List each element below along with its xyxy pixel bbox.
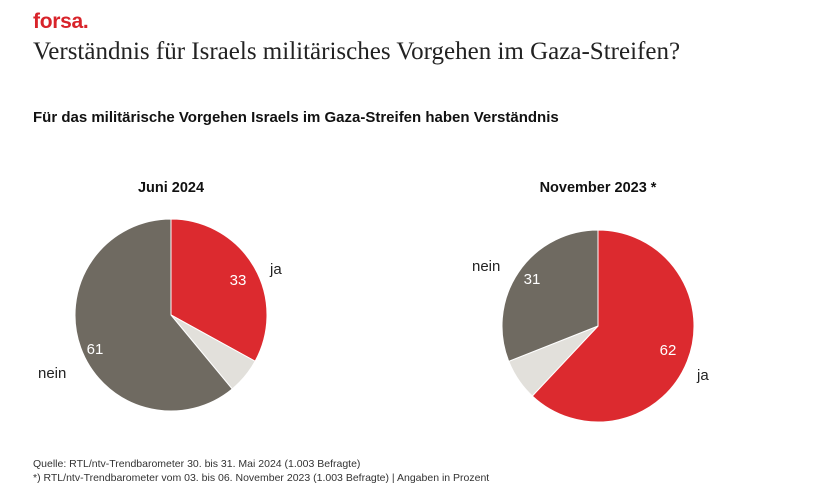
survey-footnote: *) RTL/ntv-Trendbarometer vom 03. bis 06… <box>33 472 490 484</box>
value-label-1-ja: 62 <box>660 342 677 359</box>
category-label-1-nein: nein <box>472 258 500 275</box>
pie-slice-1-nein <box>501 229 599 362</box>
pie-slice-0-ja <box>170 218 268 362</box>
category-label-0-ja: ja <box>269 261 282 278</box>
pie-title-0: Juni 2024 <box>138 180 204 196</box>
source-footnote: Quelle: RTL/ntv-Trendbarometer 30. bis 3… <box>33 458 361 470</box>
chart-subtitle: Für das militärische Vorgehen Israels im… <box>33 109 559 126</box>
pie-title-1: November 2023 * <box>540 180 657 196</box>
chart-title: Verständnis für Israels militärisches Vo… <box>33 38 681 65</box>
value-label-1-nein: 31 <box>524 271 541 288</box>
pie-slice-1-ja <box>531 229 695 423</box>
value-label-0-nein: 61 <box>87 341 104 358</box>
value-label-0-ja: 33 <box>230 272 247 289</box>
brand-logo: forsa. <box>33 10 89 33</box>
category-label-1-ja: ja <box>696 367 709 384</box>
category-label-0-nein: nein <box>38 365 66 382</box>
pie-slice-0-nein <box>74 218 233 412</box>
